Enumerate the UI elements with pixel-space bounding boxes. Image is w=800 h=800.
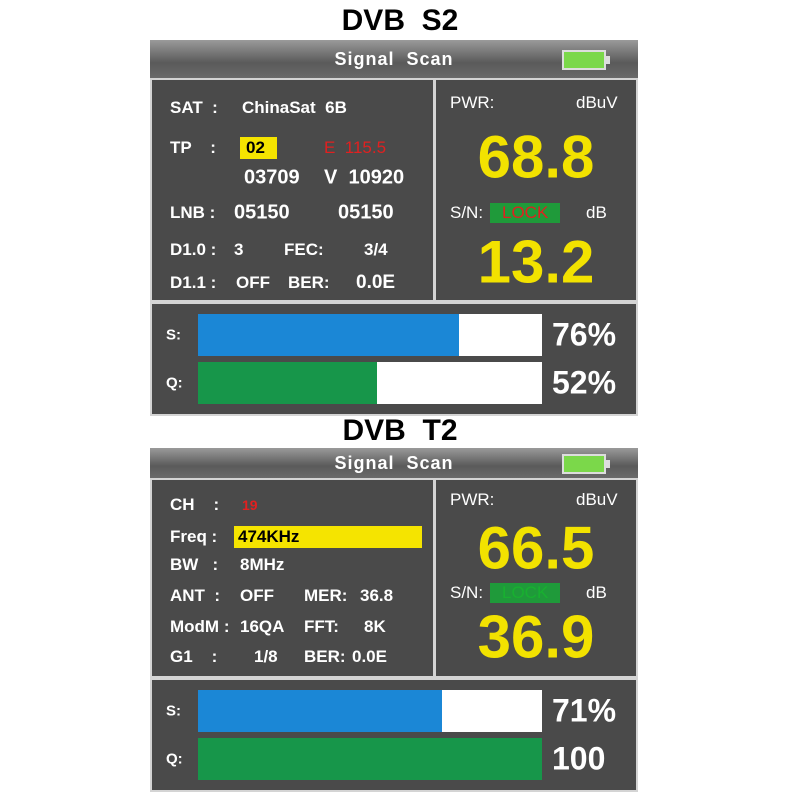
- label: G1 :: [170, 647, 218, 666]
- bar-fill: [198, 362, 377, 404]
- value: 03709: [244, 166, 300, 189]
- bar-label: Q:: [166, 750, 183, 768]
- label: Freq :: [170, 527, 218, 546]
- label: FFT:: [304, 617, 339, 636]
- label: BW :: [170, 555, 219, 574]
- value: 05150: [234, 201, 290, 224]
- value: OFF: [240, 586, 274, 605]
- panel: Signal Scan CH : 19 Freq : 474KHz BW : 8…: [150, 448, 638, 792]
- unit: dB: [586, 203, 607, 222]
- bar-label: S:: [166, 326, 181, 344]
- bar-track: [198, 738, 542, 780]
- battery-icon: [562, 50, 610, 70]
- pwr-value: 66.5: [477, 514, 595, 582]
- bar-box: S: 76% Q: 52%: [152, 304, 636, 414]
- value: 02: [240, 137, 277, 159]
- label: BER:: [288, 273, 330, 292]
- label: LNB :: [170, 203, 216, 222]
- label: S/N:: [450, 203, 484, 222]
- value: V 10920: [324, 166, 405, 189]
- value: 05150: [338, 201, 394, 224]
- value: 1/8: [254, 647, 278, 666]
- value: 3/4: [364, 240, 388, 259]
- bar-value: 52%: [552, 364, 617, 401]
- value: 8K: [364, 617, 386, 636]
- unit: dBuV: [576, 490, 618, 509]
- panel: Signal Scan SAT : ChinaSat 6B TP : 02 E …: [150, 40, 638, 416]
- bar-label: S:: [166, 702, 181, 720]
- label: SAT :: [170, 98, 218, 117]
- label: CH :: [170, 495, 220, 514]
- info-box: CH : 19 Freq : 474KHz BW : 8MHz ANT : OF…: [152, 480, 433, 676]
- section-title: DVB T2: [342, 414, 458, 447]
- signal-box: PWR: dBuV 68.8 S/N: LOCK dB 13.2: [436, 80, 636, 300]
- value: OFF: [236, 273, 270, 292]
- label: BER:: [304, 647, 346, 666]
- value: 8MHz: [240, 555, 285, 574]
- lock: LOCK: [490, 203, 561, 223]
- bar-value: 76%: [552, 316, 617, 353]
- value: 3: [234, 240, 244, 259]
- info-box: SAT : ChinaSat 6B TP : 02 E 115.5 03709 …: [152, 80, 433, 300]
- value: 36.8: [360, 586, 394, 605]
- bar-track: [198, 314, 542, 356]
- bar-fill: [198, 690, 443, 732]
- label: PWR:: [450, 93, 495, 112]
- value: 0.0E: [352, 647, 387, 666]
- value: E 115.5: [324, 138, 387, 157]
- header: Signal Scan: [150, 40, 638, 78]
- bar-value: 71%: [552, 692, 617, 729]
- bar-fill: [198, 738, 542, 780]
- sn-value: 36.9: [477, 603, 595, 671]
- signal-box: PWR: dBuV 66.5 S/N: LOCK dB 36.9: [436, 480, 636, 676]
- sn-value: 13.2: [477, 228, 595, 296]
- unit: dB: [586, 583, 607, 602]
- label: D1.1 :: [170, 273, 217, 292]
- label: ANT :: [170, 586, 221, 605]
- pwr-value: 68.8: [477, 123, 595, 191]
- label: MER:: [304, 586, 348, 605]
- battery-icon: [562, 454, 610, 474]
- bar-value: 100: [552, 740, 606, 777]
- header: Signal Scan: [150, 448, 638, 478]
- bar-track: [198, 362, 542, 404]
- label: TP :: [170, 138, 216, 157]
- value: ChinaSat 6B: [242, 98, 347, 117]
- lock: LOCK: [490, 583, 561, 603]
- label: ModM :: [170, 617, 230, 636]
- bar-fill: [198, 314, 460, 356]
- value: 474KHz: [234, 526, 422, 548]
- label: D1.0 :: [170, 240, 217, 259]
- value: 16QA: [240, 617, 285, 636]
- label: FEC:: [284, 240, 324, 259]
- bar-track: [198, 690, 542, 732]
- value: 19: [242, 497, 258, 513]
- bar-box: S: 71% Q: 100: [152, 680, 636, 790]
- label: PWR:: [450, 490, 495, 509]
- value: 0.0E: [356, 272, 396, 293]
- section-title: DVB S2: [341, 4, 459, 37]
- bar-label: Q:: [166, 374, 183, 392]
- unit: dBuV: [576, 93, 618, 112]
- label: S/N:: [450, 583, 484, 602]
